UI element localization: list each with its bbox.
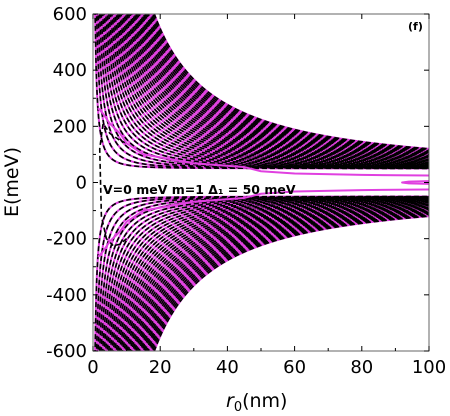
dashed-level-neg-12 xyxy=(111,198,429,351)
x-tick-label: 0 xyxy=(87,357,98,378)
parameter-annotation: V=0 meV m=1 Δ₁ = 50 meV xyxy=(103,182,296,197)
y-tick-label: 200 xyxy=(53,116,87,137)
dashed-level-neg-17 xyxy=(118,200,429,351)
dashed-level-neg-35 xyxy=(145,212,429,351)
y-tick-label: -200 xyxy=(46,229,87,250)
x-tick-label: 60 xyxy=(283,357,306,378)
dashed-level-neg-16 xyxy=(117,200,429,351)
dashed-level-pos-15 xyxy=(115,14,429,166)
dashed-level-neg-10 xyxy=(107,197,429,351)
dashed-level-pos-37 xyxy=(148,14,429,152)
low-branch-4 xyxy=(401,180,429,185)
low-branch-1 xyxy=(98,122,128,247)
dashed-level-neg-21 xyxy=(124,203,429,351)
dashed-level-pos-20 xyxy=(123,14,429,163)
dashed-level-neg-31 xyxy=(139,209,429,351)
plot-curves xyxy=(94,14,429,351)
dashed-level-pos-40 xyxy=(153,14,429,150)
dashed-level-neg-37 xyxy=(148,213,429,351)
y-tick-label: -600 xyxy=(46,341,87,362)
y-tick-label: -400 xyxy=(46,285,87,306)
y-tick-label: 0 xyxy=(76,173,87,194)
dashed-level-pos-25 xyxy=(130,14,429,160)
dashed-level-pos-33 xyxy=(142,14,429,155)
dashed-level-neg-29 xyxy=(136,208,429,351)
dashed-level-pos-29 xyxy=(136,14,429,157)
dashed-level-pos-31 xyxy=(139,14,429,156)
dashed-level-pos-10 xyxy=(107,14,429,168)
dashed-level-neg-30 xyxy=(138,208,429,351)
dashed-level-pos-9 xyxy=(106,14,429,168)
y-tick-label: 600 xyxy=(53,4,87,25)
dashed-level-pos-35 xyxy=(145,14,429,153)
low-branch-2 xyxy=(97,107,429,177)
axis-ticks: 0 20 40 60 80 100 -600 -400 -200 0 200 400 600 xyxy=(46,4,446,378)
dashed-level-neg-20 xyxy=(123,202,429,351)
dashed-level-neg-25 xyxy=(130,205,429,351)
dashed-level-pos-12 xyxy=(111,14,429,167)
dashed-level-pos-34 xyxy=(144,14,429,154)
panel-label: (f) xyxy=(408,20,423,33)
dashed-level-neg-33 xyxy=(142,210,429,351)
dashed-level-neg-40 xyxy=(153,215,429,351)
dashed-level-neg-38 xyxy=(150,214,429,351)
dashed-level-neg-26 xyxy=(132,206,429,351)
dashed-level-pos-36 xyxy=(147,14,429,153)
dashed-level-pos-17 xyxy=(118,14,429,165)
dashed-level-pos-16 xyxy=(117,14,429,165)
dashed-level-pos-26 xyxy=(132,14,429,159)
dashed-level-neg-15 xyxy=(115,199,429,351)
x-tick-label: 100 xyxy=(412,357,446,378)
dashed-level-pos-38 xyxy=(150,14,429,151)
dashed-level-neg-34 xyxy=(144,211,429,351)
dashed-level-pos-2 xyxy=(95,14,429,170)
low-branch-3 xyxy=(97,188,429,258)
x-tick-label: 20 xyxy=(149,357,172,378)
dashed-level-pos-21 xyxy=(124,14,429,162)
x-tick-label: 40 xyxy=(216,357,239,378)
x-tick-label: 80 xyxy=(350,357,373,378)
dashed-level-neg-2 xyxy=(95,195,429,351)
y-tick-label: 400 xyxy=(53,60,87,81)
dashed-level-neg-9 xyxy=(106,197,429,351)
y-axis-title: E(meV) xyxy=(1,147,23,217)
dashed-level-pos-30 xyxy=(138,14,429,157)
dashed-level-neg-36 xyxy=(147,212,429,351)
x-axis-title: r0(nm) xyxy=(226,390,287,415)
